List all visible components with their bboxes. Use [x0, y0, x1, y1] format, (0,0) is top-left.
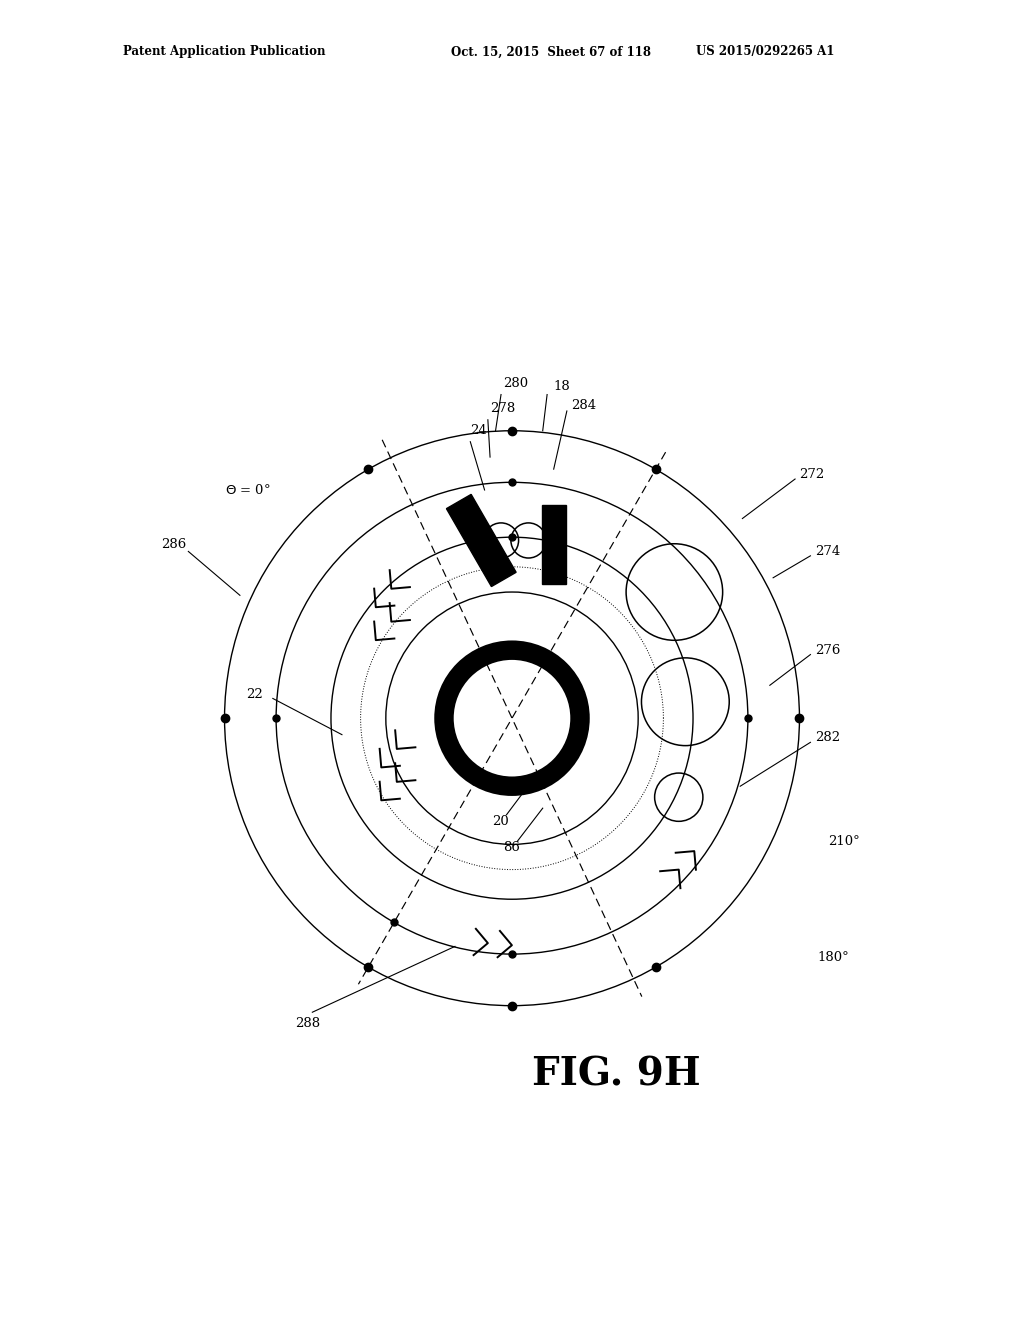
- Text: $\Theta$ = 0°: $\Theta$ = 0°: [224, 483, 270, 498]
- Text: 284: 284: [571, 399, 596, 412]
- Text: 280: 280: [503, 378, 528, 391]
- Text: 288: 288: [295, 1016, 319, 1030]
- Text: 24: 24: [470, 424, 487, 437]
- Text: FIG. 9H: FIG. 9H: [531, 1056, 700, 1094]
- Text: 18: 18: [554, 380, 570, 393]
- Text: 86: 86: [503, 841, 520, 854]
- Text: US 2015/0292265 A1: US 2015/0292265 A1: [696, 45, 835, 58]
- Text: 276: 276: [815, 644, 840, 656]
- Text: 282: 282: [815, 731, 840, 744]
- Text: Patent Application Publication: Patent Application Publication: [123, 45, 326, 58]
- Text: 210°: 210°: [828, 834, 860, 847]
- Text: 20: 20: [493, 814, 509, 828]
- Text: 272: 272: [800, 469, 824, 480]
- Bar: [542, 506, 565, 585]
- Bar: [446, 495, 516, 586]
- Text: Oct. 15, 2015  Sheet 67 of 118: Oct. 15, 2015 Sheet 67 of 118: [451, 45, 650, 58]
- Text: 180°: 180°: [817, 950, 849, 964]
- Text: 274: 274: [815, 545, 840, 558]
- Text: 286: 286: [161, 539, 186, 552]
- Text: 22: 22: [247, 688, 263, 701]
- Text: 278: 278: [490, 403, 515, 416]
